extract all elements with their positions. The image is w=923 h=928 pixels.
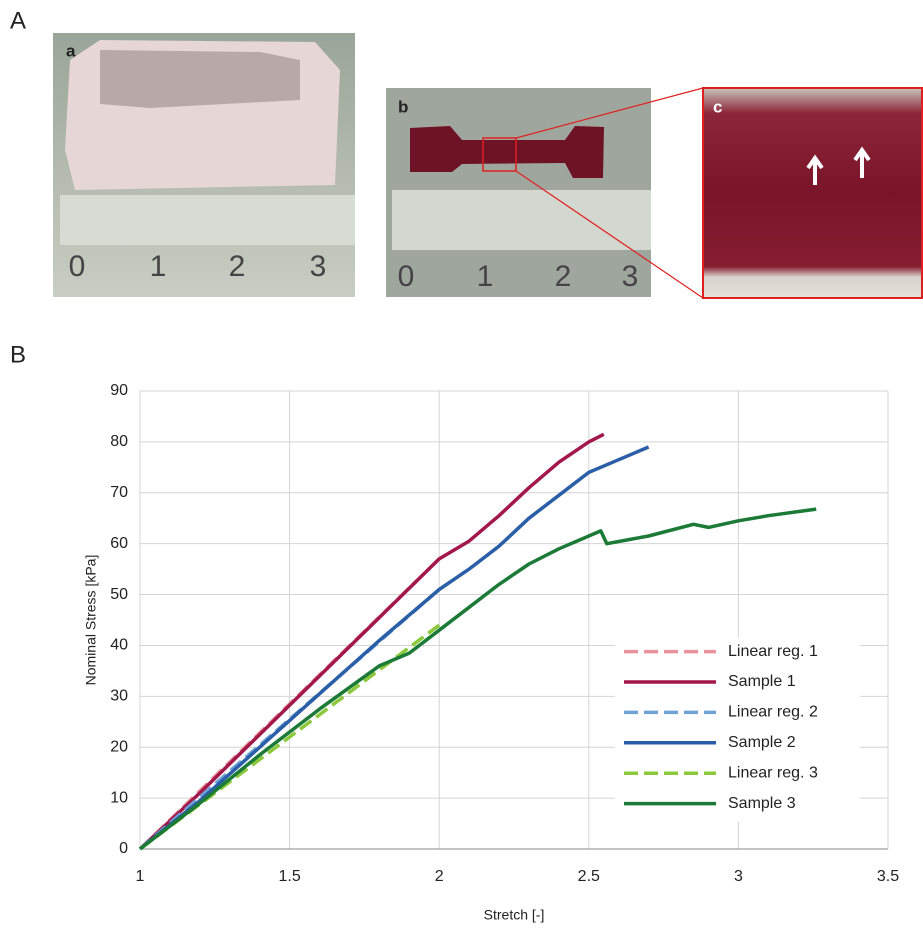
legend-label: Linear reg. 1	[728, 643, 818, 660]
y-tick-label: 40	[110, 637, 128, 654]
chart: 0 10 20 30 40 50 60 70 80 90 1 1.5 2 2.5 3 3.5 Stretch […	[83, 382, 900, 922]
y-tick-label: 20	[110, 738, 128, 755]
ruler-label: 2	[555, 260, 572, 293]
series-line	[138, 507, 817, 851]
ruler-label: 3	[310, 250, 327, 283]
photo-label: a	[66, 41, 76, 60]
photo	[702, 87, 923, 299]
photo-label: b	[398, 97, 408, 116]
y-tick-label: 0	[119, 840, 128, 857]
arrow	[853, 146, 871, 178]
series-line	[138, 445, 650, 851]
legend-label: Sample 2	[728, 734, 796, 751]
ruler-label: 3	[622, 260, 639, 293]
ruler-label: 1	[150, 250, 167, 283]
legend-label: Linear reg. 2	[728, 704, 818, 721]
x-tick-label: 3	[734, 868, 743, 885]
x-axis-label: Stretch [-]	[484, 907, 545, 923]
zoom-line	[515, 87, 704, 139]
y-tick-label: 60	[110, 535, 128, 552]
panel-label: B	[10, 341, 26, 368]
y-tick-label: 50	[110, 586, 128, 603]
y-tick-label: 70	[110, 484, 128, 501]
y-tick-label: 10	[110, 789, 128, 806]
zoom-line	[515, 170, 704, 299]
zoom-box	[482, 137, 517, 172]
mold-cavity	[100, 50, 300, 108]
y-tick-label: 80	[110, 433, 128, 450]
ruler-label: 0	[69, 250, 86, 283]
ruler-label: 2	[229, 250, 246, 283]
panel-label: A	[10, 7, 26, 34]
ruler	[392, 190, 651, 250]
ruler	[60, 195, 355, 245]
photo-label: c	[713, 97, 722, 116]
x-tick-label: 2	[435, 868, 444, 885]
ruler-label: 1	[477, 260, 494, 293]
legend-label: Sample 3	[728, 795, 796, 812]
y-axis-label: Nominal Stress [kPa]	[83, 555, 99, 686]
ruler-label: 0	[398, 260, 415, 293]
x-tick-label: 1.5	[278, 868, 300, 885]
x-tick-label: 2.5	[578, 868, 600, 885]
x-tick-label: 1	[136, 868, 145, 885]
arrow	[806, 154, 824, 185]
series-line	[138, 432, 605, 851]
legend-label: Linear reg. 3	[728, 764, 818, 781]
legend-box	[615, 637, 860, 822]
x-tick-label: 3.5	[877, 868, 899, 885]
legend-label: Sample 1	[728, 673, 796, 690]
specimen	[410, 126, 604, 178]
y-tick-label: 90	[110, 382, 128, 399]
y-tick-label: 30	[110, 688, 128, 705]
